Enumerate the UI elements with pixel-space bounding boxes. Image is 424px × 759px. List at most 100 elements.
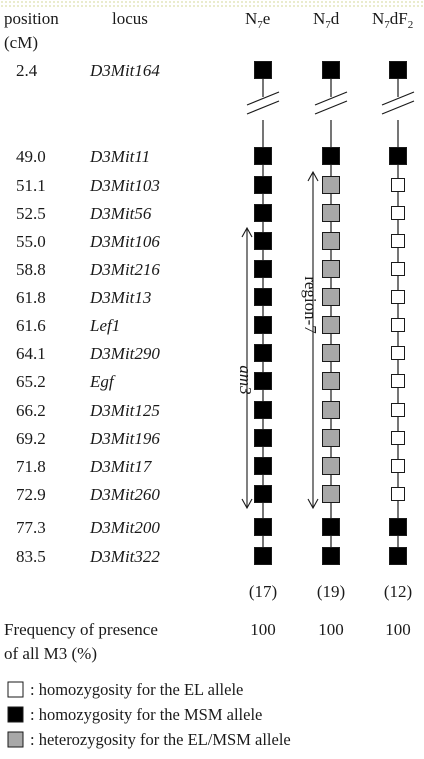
row-position: 64.1 xyxy=(16,344,46,363)
genotype-box-el xyxy=(391,234,405,248)
frequency-block: Frequency of presence of all M3 (%) 100 1… xyxy=(4,620,411,663)
row-locus: D3Mit17 xyxy=(89,457,153,476)
row-position: 69.2 xyxy=(16,429,46,448)
position-unit: (cM) xyxy=(4,33,38,52)
frequency-label-line1: Frequency of presence xyxy=(4,620,158,639)
genotype-box-msm xyxy=(254,232,272,250)
region7-arrow xyxy=(307,170,319,510)
am3-label: am3 xyxy=(236,365,255,394)
row-position: 77.3 xyxy=(16,518,46,537)
row-locus: D3Mit290 xyxy=(89,344,160,363)
locus-header: locus xyxy=(112,9,148,28)
row-position: 52.5 xyxy=(16,204,46,223)
genotype-box-msm xyxy=(254,176,272,194)
genotype-box-msm xyxy=(322,518,340,536)
region7-label: region-7 xyxy=(301,276,320,334)
legend-item-het: : heterozygosity for the EL/MSM allele xyxy=(7,730,291,749)
strain-header-1: N7d xyxy=(313,9,340,31)
row-locus: D3Mit200 xyxy=(89,518,160,537)
genotype-box-msm xyxy=(322,61,340,79)
row-locus: D3Mit164 xyxy=(89,61,160,80)
genotype-box-el xyxy=(391,318,405,332)
genotype-box-msm xyxy=(254,547,272,565)
genotype-box-el xyxy=(391,403,405,417)
row-position: 51.1 xyxy=(16,176,46,195)
legend-text: : heterozygosity for the EL/MSM allele xyxy=(30,730,291,749)
genotype-box-het xyxy=(322,429,340,447)
row-position: 65.2 xyxy=(16,372,46,391)
break-mark-0-b xyxy=(246,100,280,115)
genotype-box-het xyxy=(322,260,340,278)
row-locus: D3Mit56 xyxy=(89,204,152,223)
row-locus: Egf xyxy=(89,372,116,391)
row-labels: 2.4 D3Mit164 49.0 D3Mit11 51.1 D3Mit103 52.5 D3… xyxy=(16,61,160,566)
row-locus: D3Mit11 xyxy=(89,147,150,166)
genotype-box-el xyxy=(391,206,405,220)
genotype-box-het xyxy=(322,176,340,194)
header: position (cM) locus N7e N7d N7dF2 xyxy=(4,9,413,52)
genotype-box-msm xyxy=(254,288,272,306)
row-locus: D3Mit322 xyxy=(89,547,160,566)
row-locus: D3Mit13 xyxy=(89,288,151,307)
genotype-box-msm xyxy=(389,547,407,565)
row-position: 66.2 xyxy=(16,401,46,420)
genotype-box-msm xyxy=(254,401,272,419)
genotype-box-msm xyxy=(322,147,340,165)
genotype-box-el xyxy=(391,431,405,445)
genotype-columns xyxy=(246,61,415,565)
frequency-value-0: 100 xyxy=(250,620,276,639)
position-header: position xyxy=(4,9,59,28)
genotype-box-het xyxy=(322,204,340,222)
genotype-box-msm xyxy=(254,429,272,447)
genotype-box-het xyxy=(322,288,340,306)
sample-counts: (17) (19) (12) xyxy=(249,582,412,601)
genotype-box-msm xyxy=(322,547,340,565)
strain-header-0: N7e xyxy=(245,9,270,31)
row-position: 49.0 xyxy=(16,147,46,166)
legend-item-el: : homozygosity for the EL allele xyxy=(7,680,243,699)
row-locus: Lef1 xyxy=(89,316,120,335)
count-2: (12) xyxy=(384,582,412,601)
frequency-label-line2: of all M3 (%) xyxy=(4,644,97,663)
genotype-box-msm xyxy=(389,518,407,536)
row-locus: D3Mit216 xyxy=(89,260,160,279)
genotype-box-msm xyxy=(254,147,272,165)
row-position: 61.6 xyxy=(16,316,46,335)
genotype-box-el xyxy=(391,346,405,360)
genotype-box-het xyxy=(322,344,340,362)
row-position: 83.5 xyxy=(16,547,46,566)
regions: am3 region-7 xyxy=(236,170,320,510)
legend-text: : homozygosity for the EL allele xyxy=(30,680,243,699)
frequency-values: 100 100 100 xyxy=(250,620,411,639)
strain-header-2: N7dF2 xyxy=(372,9,413,31)
genotype-box-msm xyxy=(254,485,272,503)
top-decorative-band xyxy=(0,0,424,8)
row-locus: D3Mit106 xyxy=(89,232,160,251)
legend-item-msm: : homozygosity for the MSM allele xyxy=(7,705,262,724)
genotype-box-msm xyxy=(254,61,272,79)
genotype-box-msm xyxy=(254,344,272,362)
break-mark-1-a xyxy=(314,91,348,106)
row-position: 55.0 xyxy=(16,232,46,251)
row-locus: D3Mit260 xyxy=(89,485,160,504)
row-position: 2.4 xyxy=(16,61,38,80)
genotype-box-msm xyxy=(254,518,272,536)
count-1: (19) xyxy=(317,582,345,601)
genotype-box-el xyxy=(391,374,405,388)
genotype-box-het xyxy=(322,232,340,250)
genotype-box-el xyxy=(391,487,405,501)
row-locus: D3Mit103 xyxy=(89,176,160,195)
genotype-box-el xyxy=(391,262,405,276)
frequency-value-2: 100 xyxy=(385,620,411,639)
break-mark-2-b xyxy=(381,100,415,115)
genotype-box-el xyxy=(391,178,405,192)
break-mark-2-a xyxy=(381,91,415,106)
genotype-box-het xyxy=(322,401,340,419)
genotype-box-het xyxy=(322,485,340,503)
genotype-box-het xyxy=(322,372,340,390)
legend: : homozygosity for the EL allele : homozy… xyxy=(7,680,291,749)
legend-text: : homozygosity for the MSM allele xyxy=(30,705,262,724)
genotype-box-msm xyxy=(389,147,407,165)
count-0: (17) xyxy=(249,582,277,601)
